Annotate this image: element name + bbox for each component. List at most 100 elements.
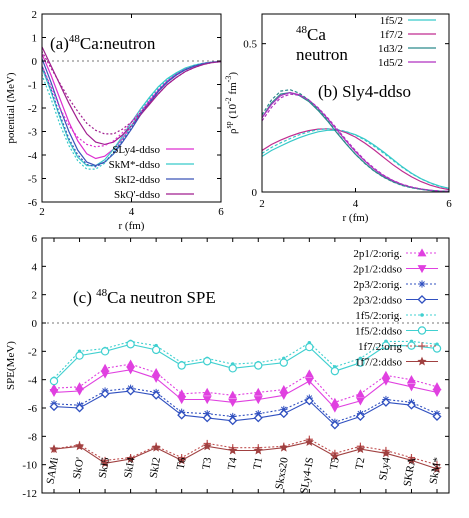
data-point bbox=[330, 451, 340, 461]
data-point bbox=[432, 389, 442, 398]
panel-c-spe-chart: -12 -10 -8 -6 -4 -2 0 2 4 6 SAMi SkO' SkI5 SkI4 SkI2 T6… bbox=[5, 233, 450, 500]
data-point bbox=[254, 361, 263, 370]
y-tick-label: -3 bbox=[28, 127, 38, 139]
data-point bbox=[202, 413, 212, 423]
legend-label: SkO'-ddso bbox=[114, 189, 160, 201]
data-point bbox=[177, 396, 187, 405]
data-point bbox=[432, 411, 442, 422]
x-category-label: SLy4 bbox=[377, 456, 393, 481]
x-category-label: SkI2 bbox=[148, 456, 163, 479]
legend-marker bbox=[417, 248, 427, 257]
y-tick-label: 0 bbox=[32, 318, 38, 330]
x-category-label: SAMi bbox=[44, 456, 60, 485]
legend-marker bbox=[417, 356, 427, 366]
series-line-4 bbox=[53, 340, 438, 379]
data-point bbox=[100, 458, 110, 468]
y-tick-label: -1 bbox=[28, 80, 37, 92]
y-tick-label: 0 bbox=[252, 187, 258, 199]
data-point bbox=[75, 387, 84, 396]
series-line-3 bbox=[42, 45, 221, 146]
data-point bbox=[125, 454, 136, 463]
data-point bbox=[49, 389, 59, 398]
series-line-1 bbox=[262, 128, 449, 191]
inset-nucleus: 48Ca bbox=[296, 24, 326, 44]
ylabel-main: ρ bbox=[227, 128, 239, 134]
panel-a-potential-chart: -6 -5 -4 -3 -2 -1 0 1 2 2 4 6 r (fm) potential (MeV) (… bbox=[5, 9, 224, 232]
data-point bbox=[151, 442, 161, 452]
data-point bbox=[330, 366, 340, 376]
x-tick-label: 2 bbox=[259, 198, 265, 210]
y-tick-label: -8 bbox=[28, 431, 38, 443]
data-point bbox=[279, 384, 289, 393]
y-axis-label: potential (MeV) bbox=[5, 72, 17, 144]
data-point bbox=[253, 396, 263, 405]
legend-marker bbox=[420, 313, 424, 317]
x-tick-label: 4 bbox=[353, 198, 359, 210]
chart-title: (c) 48Ca neutron SPE bbox=[73, 287, 216, 307]
x-category-label: SkI4 bbox=[122, 456, 138, 479]
x-category-label: SkO' bbox=[71, 456, 87, 479]
data-point bbox=[177, 361, 186, 370]
series-line-7 bbox=[42, 50, 221, 135]
y-axis-label: ρsp (10-2 fm-3) bbox=[224, 72, 239, 134]
x-category-label: SLy4-IS bbox=[298, 456, 316, 494]
x-tick-label: 6 bbox=[446, 198, 452, 210]
data-point bbox=[228, 390, 238, 399]
legend-label: SkM*-ddso bbox=[109, 159, 161, 171]
data-point bbox=[304, 377, 314, 386]
ylabel-end: fm bbox=[227, 82, 239, 97]
data-point bbox=[432, 464, 442, 473]
y-tick-label: 2 bbox=[32, 9, 38, 21]
x-category-label: SkM* bbox=[427, 456, 443, 485]
y-tick-label: 4 bbox=[32, 261, 38, 273]
data-point bbox=[381, 448, 391, 458]
data-point bbox=[228, 416, 238, 426]
data-point bbox=[381, 370, 391, 379]
series-line-1 bbox=[53, 369, 438, 409]
legend-label: 1f5/2:orig. bbox=[355, 310, 402, 322]
data-point bbox=[253, 445, 263, 455]
data-point bbox=[253, 387, 263, 396]
data-point bbox=[126, 386, 136, 396]
x-category-label: T2 bbox=[353, 456, 367, 470]
data-point bbox=[228, 398, 238, 407]
ylabel-close: ) bbox=[227, 72, 239, 76]
data-point bbox=[176, 455, 187, 465]
legend-marker bbox=[418, 342, 426, 350]
data-point bbox=[100, 363, 110, 372]
data-point bbox=[381, 397, 391, 407]
y-tick-label: -10 bbox=[22, 460, 37, 472]
data-point bbox=[228, 364, 237, 373]
data-point bbox=[355, 389, 365, 398]
series-line-5 bbox=[53, 343, 438, 382]
ylabel-rest: (10 bbox=[227, 103, 239, 121]
data-point bbox=[355, 397, 365, 406]
inset-superscript: 48 bbox=[296, 24, 308, 36]
y-tick-label: -2 bbox=[28, 346, 37, 358]
data-point bbox=[406, 400, 416, 410]
data-point bbox=[126, 366, 136, 375]
x-category-label: T6 bbox=[175, 456, 189, 471]
data-point bbox=[355, 411, 365, 422]
data-point bbox=[330, 420, 340, 430]
inset-line2: neutron bbox=[296, 45, 348, 64]
y-tick-label: -2 bbox=[28, 103, 37, 115]
x-tick-label: 4 bbox=[129, 206, 135, 218]
title-prefix: (a) bbox=[50, 34, 69, 53]
y-tick-label: 0 bbox=[32, 56, 38, 68]
data-point bbox=[381, 377, 391, 386]
data-point bbox=[202, 441, 212, 451]
title-superscript: 48 bbox=[96, 287, 108, 299]
title-superscript: 48 bbox=[69, 33, 81, 45]
legend-marker bbox=[417, 265, 427, 274]
series-line-3 bbox=[53, 390, 438, 426]
data-point bbox=[75, 403, 85, 413]
legend-label: SkI2-ddso bbox=[115, 174, 161, 186]
inset-line1: Ca bbox=[307, 25, 326, 44]
legend-label: 2p3/2:ddso bbox=[353, 295, 402, 307]
y-tick-label: 1 bbox=[32, 33, 38, 45]
x-tick-label: 6 bbox=[218, 206, 224, 218]
series-line-7 bbox=[53, 441, 438, 470]
